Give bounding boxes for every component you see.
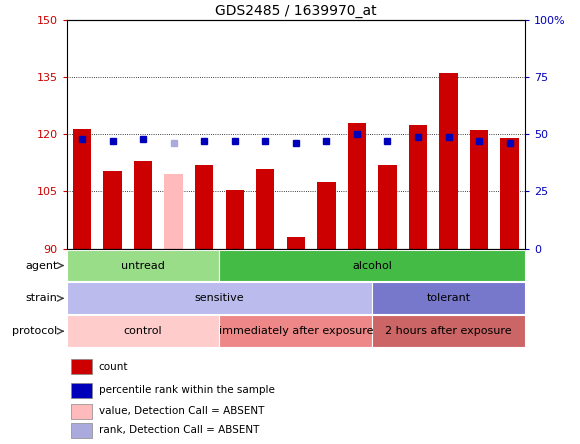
FancyBboxPatch shape (464, 251, 494, 329)
Bar (195, 165, 213, 249)
Bar (67, 282, 372, 314)
Bar (372, 315, 525, 347)
FancyBboxPatch shape (342, 251, 372, 329)
FancyBboxPatch shape (372, 251, 403, 329)
Text: percentile rank within the sample: percentile rank within the sample (99, 385, 275, 395)
Text: sensitive: sensitive (195, 293, 244, 303)
Bar (348, 123, 366, 249)
Text: untread: untread (121, 261, 165, 270)
Bar (103, 170, 122, 249)
Text: rank, Detection Call = ABSENT: rank, Detection Call = ABSENT (99, 425, 259, 436)
Text: protocol: protocol (12, 326, 57, 336)
Bar (409, 125, 427, 249)
Bar (73, 129, 91, 249)
Bar (317, 182, 335, 249)
Bar (501, 138, 519, 249)
Text: count: count (99, 362, 128, 372)
FancyBboxPatch shape (220, 251, 250, 329)
Bar (226, 190, 244, 249)
Bar (67, 250, 219, 281)
FancyBboxPatch shape (189, 251, 219, 329)
Text: alcohol: alcohol (352, 261, 392, 270)
FancyBboxPatch shape (250, 251, 280, 329)
Bar (165, 174, 183, 249)
FancyBboxPatch shape (433, 251, 463, 329)
Bar (71, 423, 92, 438)
Bar (378, 165, 397, 249)
FancyBboxPatch shape (67, 251, 97, 329)
Bar (440, 73, 458, 249)
Text: tolerant: tolerant (426, 293, 470, 303)
Text: control: control (124, 326, 162, 336)
Bar (256, 169, 274, 249)
Bar (219, 250, 525, 281)
Text: agent: agent (25, 261, 57, 270)
FancyBboxPatch shape (495, 251, 525, 329)
Bar (134, 161, 152, 249)
FancyBboxPatch shape (97, 251, 128, 329)
Bar (71, 360, 92, 374)
Bar (287, 237, 305, 249)
FancyBboxPatch shape (403, 251, 433, 329)
Bar (219, 315, 372, 347)
Bar (71, 383, 92, 398)
Bar (67, 315, 219, 347)
FancyBboxPatch shape (311, 251, 342, 329)
Text: strain: strain (26, 293, 57, 303)
Text: immediately after exposure: immediately after exposure (219, 326, 373, 336)
FancyBboxPatch shape (281, 251, 311, 329)
FancyBboxPatch shape (128, 251, 158, 329)
Bar (372, 282, 525, 314)
Bar (71, 404, 92, 419)
Text: value, Detection Call = ABSENT: value, Detection Call = ABSENT (99, 406, 264, 416)
FancyBboxPatch shape (158, 251, 188, 329)
Title: GDS2485 / 1639970_at: GDS2485 / 1639970_at (215, 4, 376, 18)
Bar (470, 131, 488, 249)
Text: 2 hours after exposure: 2 hours after exposure (385, 326, 512, 336)
